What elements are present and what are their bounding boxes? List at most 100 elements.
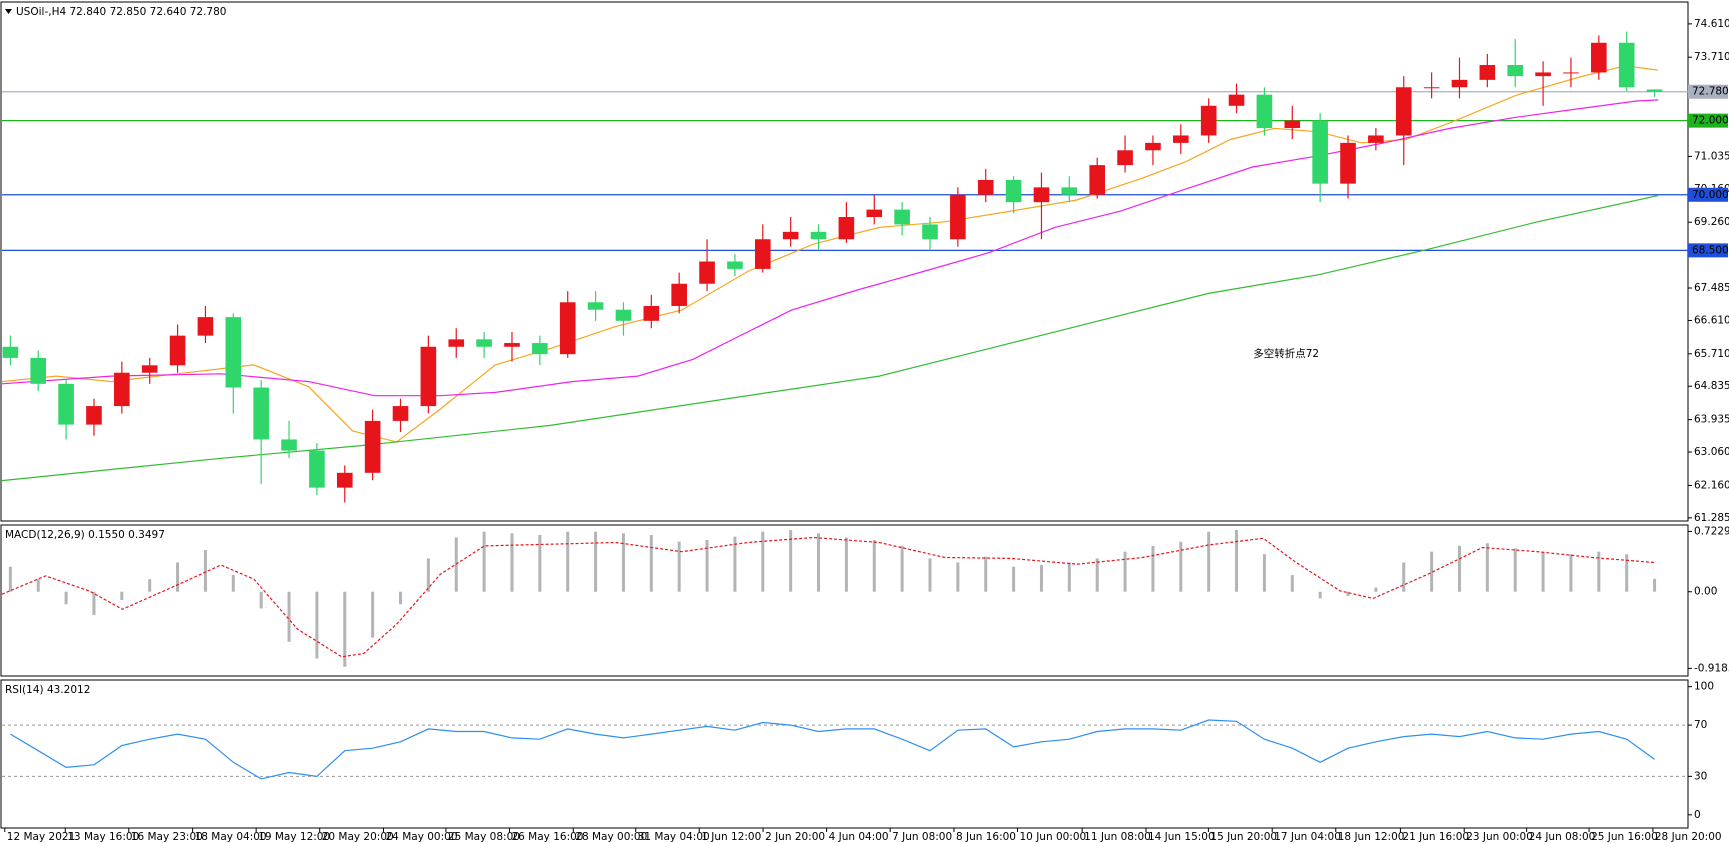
- x-tick-label: 21 Jun 16:00: [1402, 831, 1469, 843]
- macd-bar: [1290, 575, 1294, 592]
- candle-body: [810, 231, 827, 240]
- x-tick-label: 12 May 2021: [7, 831, 75, 843]
- price-label-box: [1688, 243, 1728, 258]
- x-tick-label: 16 May 23:00: [131, 831, 203, 843]
- macd-bar: [928, 558, 932, 592]
- candle-body: [1117, 150, 1133, 166]
- y-tick-label: 64.835: [1694, 380, 1729, 392]
- x-tick-label: 31 May 04:00: [638, 831, 710, 843]
- candle-body: [448, 339, 465, 347]
- macd-bar: [677, 541, 681, 592]
- macd-bar: [1402, 562, 1406, 592]
- panel-title: USOil-,H4 72.840 72.850 72.640 72.780: [16, 6, 226, 18]
- x-tick-label: 1 Jun 12:00: [701, 831, 761, 843]
- macd-bar: [538, 535, 542, 592]
- candle-body: [894, 209, 910, 225]
- macd-bar: [259, 591, 263, 609]
- y-tick-label: 63.935: [1694, 414, 1729, 426]
- x-tick-label: 18 Jun 12:00: [1338, 831, 1405, 843]
- macd-bar: [1346, 591, 1350, 596]
- y-tick-label: 62.160: [1694, 479, 1729, 491]
- macd-bar: [482, 531, 486, 592]
- candle-body: [309, 450, 325, 488]
- macd-bar: [1653, 578, 1657, 592]
- candle-body: [141, 365, 158, 373]
- candle-body: [1284, 120, 1301, 129]
- annotation: 多空转折点72: [1253, 347, 1319, 360]
- candle-body: [1173, 135, 1189, 143]
- macd-bar: [1151, 545, 1155, 592]
- moving-average: [1, 65, 1659, 443]
- macd-bar: [1207, 531, 1211, 592]
- macd-bar: [426, 558, 430, 592]
- x-tick-label: 28 May 00:00: [575, 831, 647, 843]
- macd-bar: [1597, 551, 1601, 592]
- macd-bar: [956, 562, 960, 592]
- x-tick-label: 17 Jun 04:00: [1274, 831, 1341, 843]
- candle-body: [336, 472, 353, 488]
- x-tick-label: 25 Jun 16:00: [1591, 831, 1658, 843]
- candle-body: [1618, 42, 1635, 88]
- macd-bar: [287, 591, 291, 642]
- macd-bar: [176, 562, 180, 592]
- x-tick-label: 23 Jun 00:00: [1466, 831, 1533, 843]
- x-tick-label: 11 Jun 08:00: [1084, 831, 1151, 843]
- macd-bar: [844, 537, 848, 592]
- macd-bar: [1374, 587, 1378, 592]
- candle-body: [587, 302, 604, 310]
- x-tick-label: 2 Jun 20:00: [765, 831, 825, 843]
- macd-bar: [594, 531, 598, 592]
- x-tick-label: 4 Jun 04:00: [829, 831, 889, 843]
- macd-bar: [984, 556, 988, 592]
- candle-body: [866, 209, 883, 218]
- candle-body: [1646, 89, 1663, 92]
- candle-body: [1368, 135, 1384, 143]
- signal-line: [1, 536, 1655, 658]
- price-label: 72.000: [1692, 115, 1729, 127]
- y-tick-label: 71.035: [1694, 150, 1729, 162]
- candle-body: [1061, 187, 1078, 195]
- panel-frame: [0, 679, 1689, 829]
- price-label: 70.000: [1692, 189, 1729, 201]
- price-label-box: [1688, 84, 1728, 99]
- x-tick-label: 25 May 08:00: [448, 831, 520, 843]
- x-tick-label: 26 May 16:00: [511, 831, 583, 843]
- candle-body: [364, 420, 381, 473]
- macd-bar: [399, 591, 403, 605]
- macd-bar: [92, 591, 96, 616]
- macd-bar: [203, 550, 207, 592]
- candle-body: [420, 346, 437, 407]
- y-tick-label: 67.485: [1694, 282, 1729, 294]
- macd-bar: [371, 591, 375, 638]
- macd-bar: [1095, 558, 1099, 592]
- candle-body: [1451, 79, 1468, 88]
- candle-body: [225, 317, 242, 388]
- candle-body: [1228, 94, 1245, 106]
- candle-body: [1005, 179, 1022, 203]
- y-tick-label: 0.00: [1694, 586, 1717, 598]
- candle-body: [782, 231, 799, 240]
- candle-body: [1312, 120, 1328, 184]
- macd-bar: [649, 535, 653, 592]
- candle-body: [1591, 42, 1607, 73]
- x-tick-label: 18 May 04:00: [195, 831, 267, 843]
- candle-body: [615, 309, 632, 321]
- candle-body: [1423, 87, 1440, 89]
- y-tick-label: 100: [1694, 681, 1714, 693]
- candle-body: [922, 224, 938, 240]
- macd-bar: [1318, 591, 1322, 599]
- candle-body: [197, 317, 214, 336]
- macd-bar: [1625, 554, 1629, 592]
- macd-bar: [621, 533, 625, 592]
- macd-bar: [1569, 554, 1573, 592]
- y-tick-label: -0.9185: [1694, 662, 1729, 674]
- candle-body: [30, 357, 47, 384]
- x-tick-label: 14 Jun 15:00: [1148, 831, 1215, 843]
- macd-bar: [705, 540, 709, 592]
- y-tick-label: 66.610: [1694, 314, 1729, 326]
- candle-body: [1200, 105, 1217, 136]
- macd-bar: [64, 591, 68, 605]
- candle-body: [754, 239, 771, 269]
- candle-body: [1145, 142, 1161, 151]
